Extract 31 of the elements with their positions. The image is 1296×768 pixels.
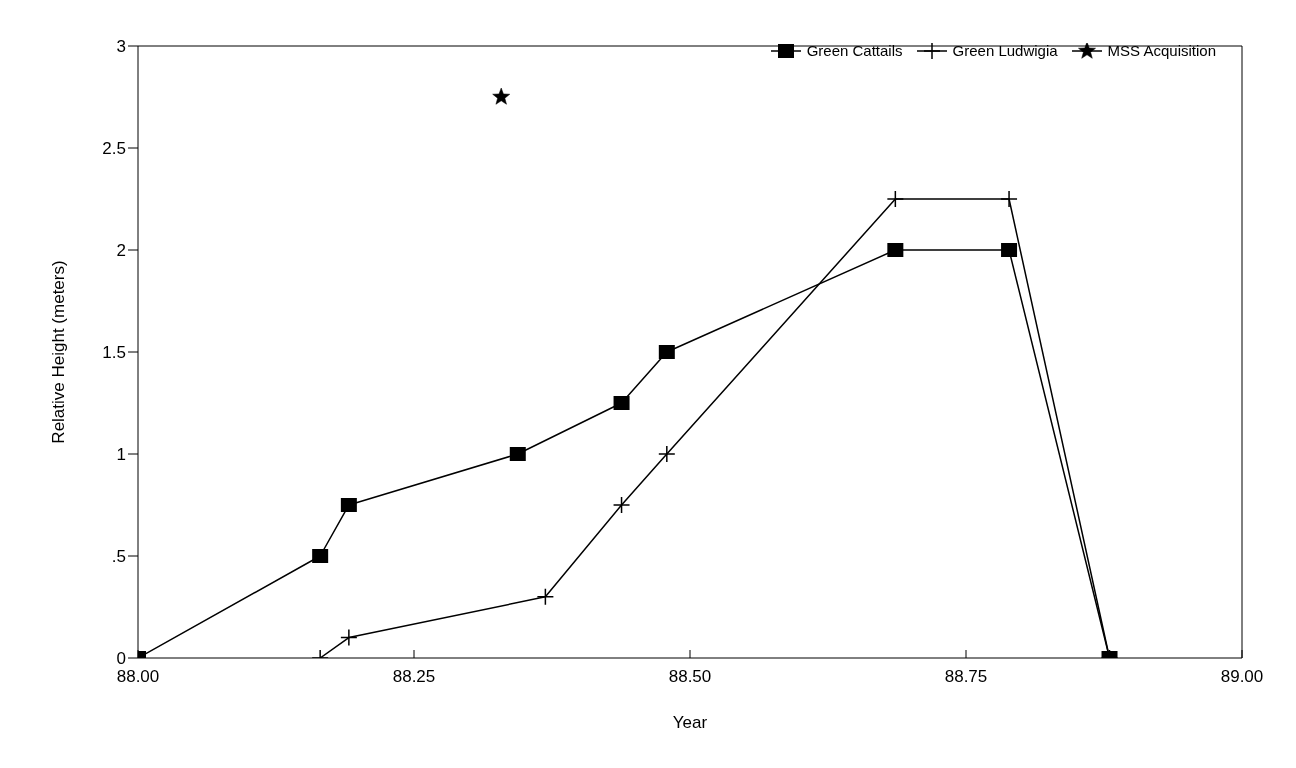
legend-label: Green Ludwigia bbox=[952, 42, 1058, 59]
legend-label: Green Cattails bbox=[806, 42, 903, 59]
point bbox=[312, 549, 329, 563]
point bbox=[340, 498, 357, 512]
point bbox=[509, 447, 526, 461]
point bbox=[536, 588, 555, 606]
y-tick-label: .5 bbox=[111, 547, 126, 567]
point bbox=[492, 87, 511, 105]
point bbox=[658, 345, 675, 359]
legend-label: MSS Acquisition bbox=[1107, 42, 1216, 59]
point bbox=[1000, 190, 1018, 208]
y-tick-label: 2 bbox=[116, 241, 126, 261]
x-tick-label: 88.25 bbox=[392, 667, 436, 687]
point bbox=[613, 396, 630, 410]
y-tick-label: 0 bbox=[116, 649, 126, 669]
x-tick-label: 89.00 bbox=[1220, 667, 1264, 687]
y-tick-label: 2.5 bbox=[102, 139, 126, 159]
point bbox=[340, 628, 358, 647]
y-axis-title: Relative Height (meters) bbox=[49, 260, 69, 444]
point bbox=[658, 445, 676, 463]
x-tick-label: 88.00 bbox=[116, 667, 160, 687]
x-axis-title: Year bbox=[672, 713, 708, 732]
x-tick-label: 88.75 bbox=[944, 667, 988, 687]
point bbox=[612, 496, 631, 514]
point bbox=[886, 190, 905, 208]
y-tick-label: 1 bbox=[116, 445, 126, 465]
point bbox=[887, 243, 904, 257]
point bbox=[1001, 243, 1018, 257]
x-tick-label: 88.50 bbox=[668, 667, 712, 687]
y-tick-label: 3 bbox=[116, 37, 126, 57]
y-tick-label: 1.5 bbox=[102, 343, 126, 363]
